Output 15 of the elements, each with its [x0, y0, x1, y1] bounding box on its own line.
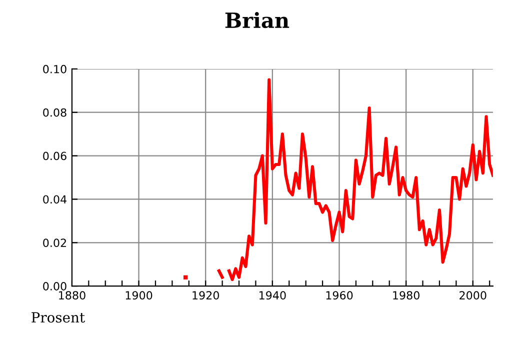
x-tick-label: 1880: [59, 291, 86, 300]
chart-title: Brian: [225, 12, 290, 28]
y-axis-title: Prosent: [32, 312, 85, 323]
x-tick-label: 1980: [393, 291, 420, 300]
y-tick-label: 0.02: [43, 238, 66, 248]
x-tick-label: 1960: [326, 291, 353, 300]
y-tick-label: 0.04: [43, 195, 66, 204]
y-tick-label: 0.10: [43, 64, 66, 74]
x-tick-label: 1940: [260, 291, 286, 300]
y-tick-label: 0.00: [43, 282, 66, 290]
x-tick-label: 1920: [192, 291, 219, 300]
y-tick-label: 0.06: [43, 152, 66, 160]
x-tick-label: 1900: [126, 291, 152, 300]
y-tick-label: 0.08: [43, 108, 66, 117]
x-tick-label: 2000: [460, 291, 486, 300]
